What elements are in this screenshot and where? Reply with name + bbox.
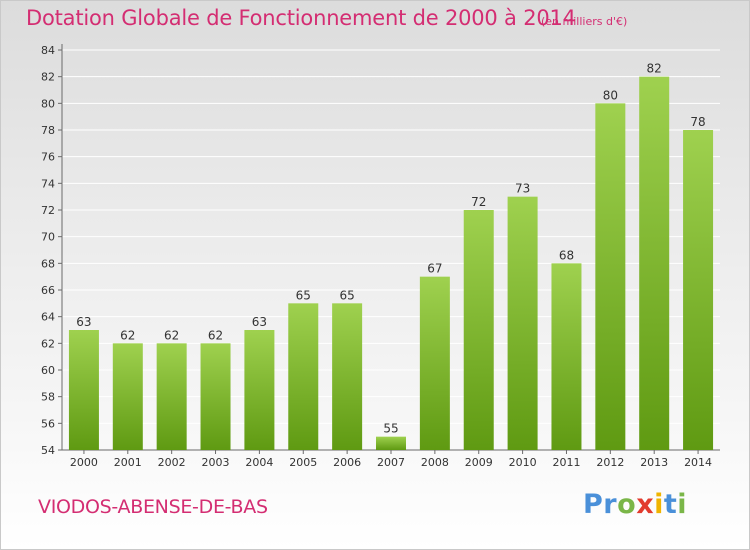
- bar-2013[interactable]: [639, 76, 670, 451]
- bar-2005[interactable]: [288, 303, 319, 450]
- bar-2004[interactable]: [244, 330, 275, 450]
- x-tick-label: 2013: [640, 456, 668, 469]
- data-label: 62: [208, 328, 223, 342]
- x-tick-label: 2009: [465, 456, 493, 469]
- x-tick-label: 2000: [70, 456, 98, 469]
- chart-title: Dotation Globale de Fonctionnement de 20…: [26, 6, 576, 30]
- x-tick-label: 2006: [333, 456, 361, 469]
- data-label: 73: [515, 182, 530, 196]
- y-tick-label: 72: [41, 204, 55, 217]
- commune-name: VIODOS-ABENSE-DE-BAS: [38, 496, 268, 518]
- data-label: 67: [427, 262, 442, 276]
- bar-2006[interactable]: [332, 303, 363, 450]
- x-tick-label: 2004: [245, 456, 273, 469]
- data-label: 62: [120, 328, 135, 342]
- y-tick-label: 54: [41, 444, 55, 457]
- y-tick-label: 84: [41, 44, 55, 57]
- data-label: 63: [76, 315, 91, 329]
- y-tick-label: 64: [41, 311, 55, 324]
- bar-2014[interactable]: [683, 130, 714, 450]
- y-tick-label: 78: [41, 124, 55, 137]
- data-label: 62: [164, 328, 179, 342]
- data-label: 72: [471, 195, 486, 209]
- y-tick-label: 70: [41, 231, 55, 244]
- x-tick-label: 2008: [421, 456, 449, 469]
- data-label: 78: [690, 115, 705, 129]
- bars: [68, 76, 714, 451]
- x-tick-label: 2005: [289, 456, 317, 469]
- y-tick-label: 80: [41, 97, 55, 110]
- bar-2003[interactable]: [200, 343, 231, 450]
- y-tick-label: 66: [41, 284, 55, 297]
- data-label: 63: [252, 315, 267, 329]
- y-tick-label: 56: [41, 417, 55, 430]
- bar-2000[interactable]: [68, 330, 99, 450]
- data-label: 65: [296, 288, 311, 302]
- bar-2002[interactable]: [156, 343, 187, 450]
- y-tick-label: 76: [41, 151, 55, 164]
- chart-subtitle: (en milliers d'€): [541, 15, 628, 28]
- bar-2012[interactable]: [595, 103, 626, 450]
- x-tick-label: 2014: [684, 456, 712, 469]
- bar-2008[interactable]: [419, 276, 450, 450]
- x-tick-label: 2001: [114, 456, 142, 469]
- data-labels: 63 62 62 62 63 65 65 55 67 72 73 68 80 82 78: [76, 62, 705, 436]
- bar-2009[interactable]: [463, 210, 494, 450]
- y-tick-label: 82: [41, 71, 55, 84]
- bar-2010[interactable]: [507, 196, 538, 450]
- x-tick-labels: 2000 2001 2002 2003 2004 2005 2006 2007 2008 2009…: [70, 456, 712, 469]
- proxiti-logo[interactable]: Proxiti: [583, 489, 688, 520]
- y-tick-label: 68: [41, 257, 55, 270]
- x-tick-label: 2010: [509, 456, 537, 469]
- data-label: 80: [603, 88, 618, 102]
- x-tick-label: 2012: [596, 456, 624, 469]
- y-tick-label: 74: [41, 177, 55, 190]
- data-label: 55: [383, 422, 398, 436]
- x-tick-label: 2011: [552, 456, 580, 469]
- y-tick-label: 62: [41, 337, 55, 350]
- bar-2007[interactable]: [376, 436, 406, 450]
- bar-2001[interactable]: [112, 343, 143, 450]
- y-tick-labels: 54 56 58 60 62 64 66 68 70 72 74 76 78 80 82 84: [41, 44, 55, 457]
- x-tick-label: 2002: [158, 456, 186, 469]
- bar-2011[interactable]: [551, 263, 582, 450]
- data-label: 65: [339, 288, 354, 302]
- x-tick-label: 2003: [202, 456, 230, 469]
- data-label: 68: [559, 248, 574, 262]
- y-tick-label: 60: [41, 364, 55, 377]
- y-tick-label: 58: [41, 391, 55, 404]
- data-label: 82: [647, 62, 662, 76]
- x-tick-label: 2007: [377, 456, 405, 469]
